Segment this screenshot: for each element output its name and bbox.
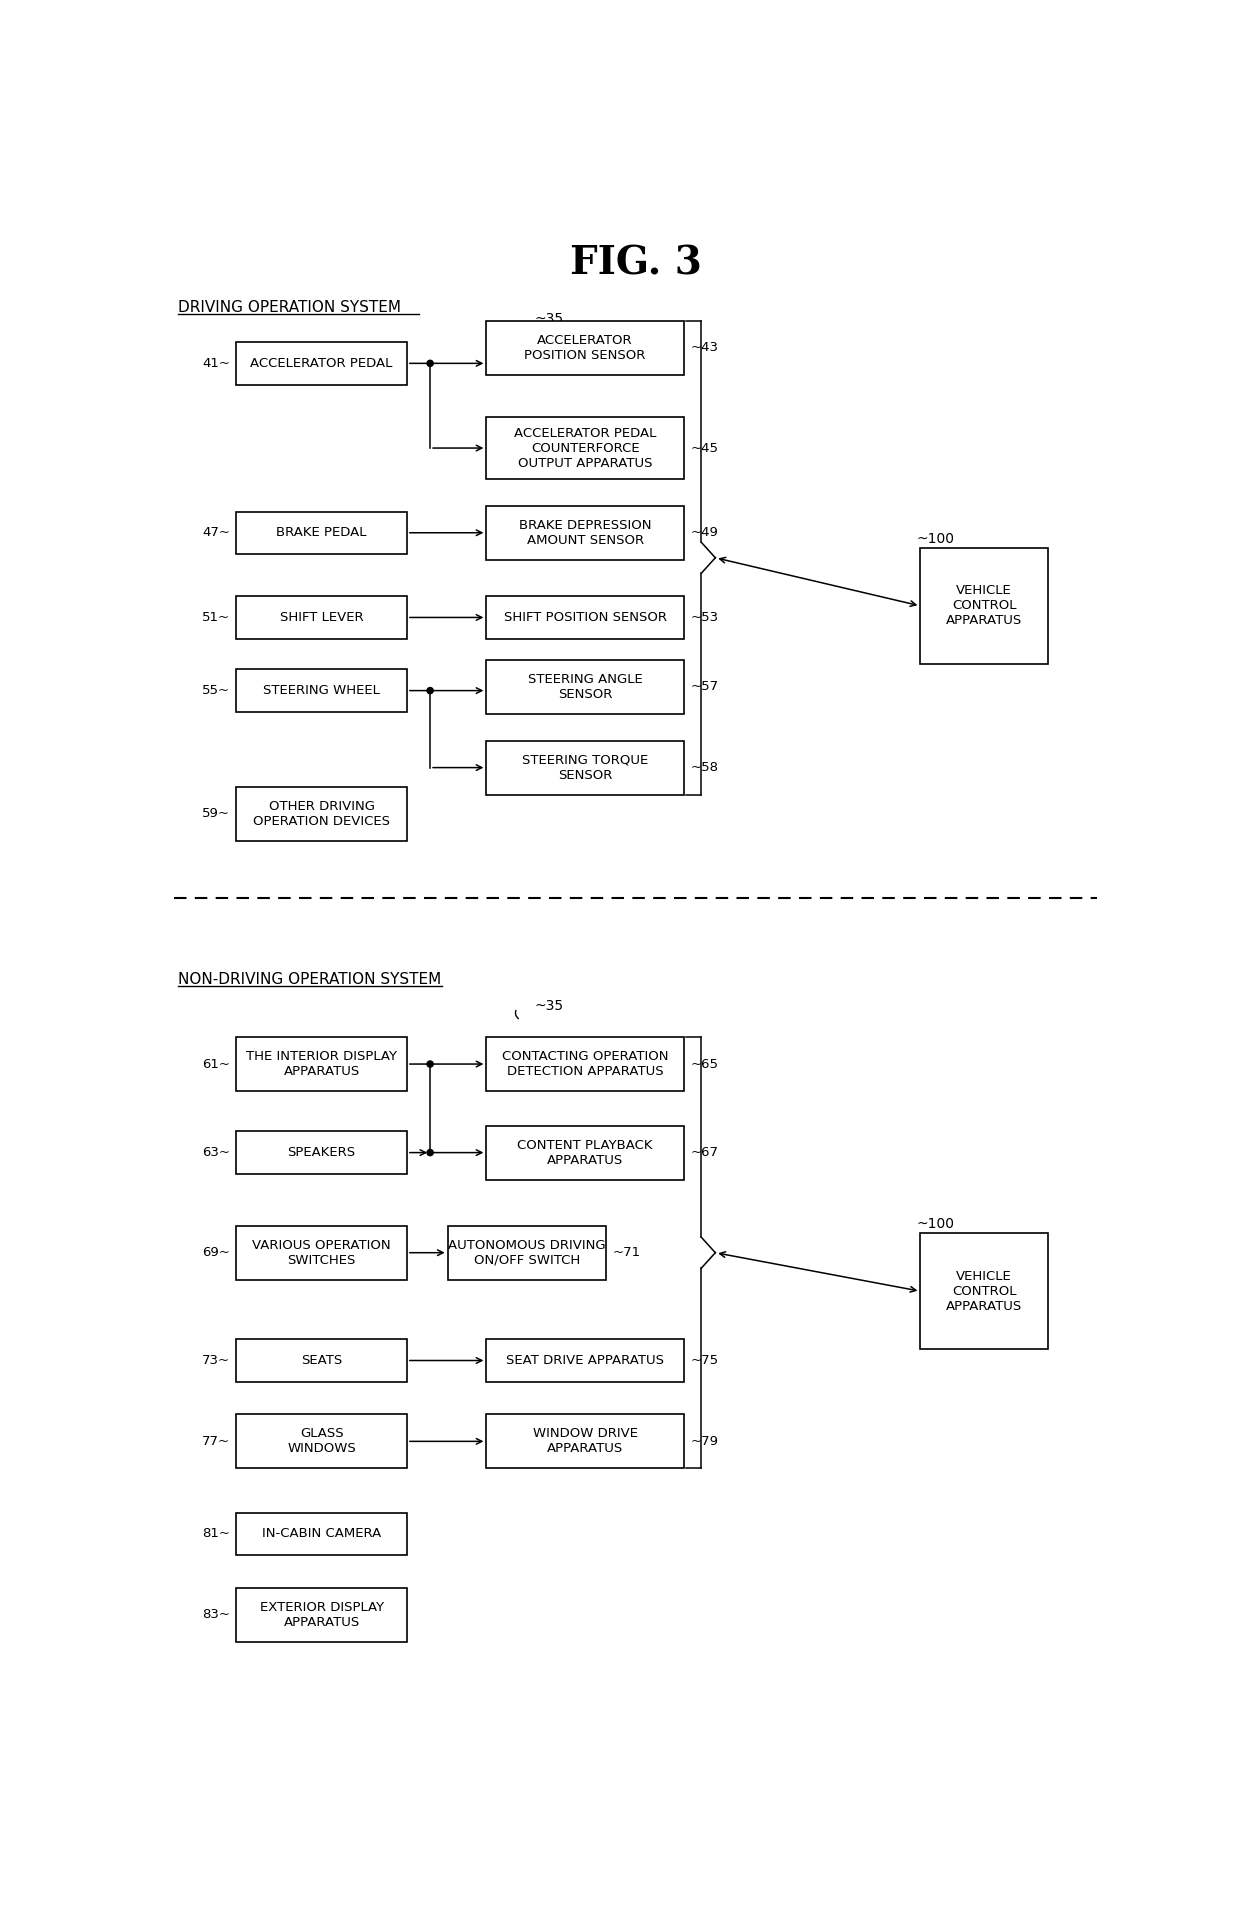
Bar [486, 1036, 684, 1092]
Text: ~100: ~100 [916, 1217, 955, 1231]
Bar [237, 1513, 407, 1554]
Text: 41~: 41~ [202, 356, 231, 370]
Text: ~43: ~43 [691, 341, 718, 354]
Text: ~57: ~57 [691, 680, 718, 693]
Bar [237, 596, 407, 638]
Text: DRIVING OPERATION SYSTEM: DRIVING OPERATION SYSTEM [179, 301, 402, 316]
Bar [237, 1587, 407, 1642]
Circle shape [427, 1061, 433, 1067]
Circle shape [427, 360, 433, 366]
Text: 47~: 47~ [202, 526, 231, 539]
Bar [486, 741, 684, 794]
Text: ~49: ~49 [691, 526, 718, 539]
Text: OTHER DRIVING
OPERATION DEVICES: OTHER DRIVING OPERATION DEVICES [253, 800, 391, 829]
Bar [237, 1339, 407, 1381]
Bar [486, 659, 684, 714]
Text: ~67: ~67 [691, 1147, 718, 1158]
Circle shape [427, 688, 433, 693]
Text: ~65: ~65 [691, 1057, 718, 1071]
Text: ACCELERATOR PEDAL
COUNTERFORCE
OUTPUT APPARATUS: ACCELERATOR PEDAL COUNTERFORCE OUTPUT AP… [513, 427, 656, 469]
Text: ~58: ~58 [691, 762, 718, 773]
Bar [237, 343, 407, 385]
Text: 81~: 81~ [202, 1528, 231, 1541]
Text: THE INTERIOR DISPLAY
APPARATUS: THE INTERIOR DISPLAY APPARATUS [246, 1050, 397, 1078]
Bar [920, 1233, 1048, 1349]
Text: 63~: 63~ [202, 1147, 231, 1158]
Bar [237, 1132, 407, 1173]
Text: ~100: ~100 [916, 531, 955, 547]
Circle shape [427, 1149, 433, 1156]
Text: NON-DRIVING OPERATION SYSTEM: NON-DRIVING OPERATION SYSTEM [179, 972, 441, 987]
Bar [237, 1225, 407, 1280]
Text: 83~: 83~ [202, 1608, 231, 1621]
Bar [486, 1339, 684, 1381]
Bar [486, 596, 684, 638]
Bar [237, 787, 407, 840]
Text: SHIFT LEVER: SHIFT LEVER [280, 612, 363, 625]
Text: ~71: ~71 [613, 1246, 641, 1259]
Text: STEERING ANGLE
SENSOR: STEERING ANGLE SENSOR [528, 672, 642, 701]
Text: ACCELERATOR PEDAL: ACCELERATOR PEDAL [250, 356, 393, 370]
Text: 55~: 55~ [202, 684, 231, 697]
Text: WINDOW DRIVE
APPARATUS: WINDOW DRIVE APPARATUS [533, 1427, 637, 1455]
Text: VEHICLE
CONTROL
APPARATUS: VEHICLE CONTROL APPARATUS [946, 1271, 1022, 1313]
Bar [237, 669, 407, 712]
Text: SEATS: SEATS [301, 1354, 342, 1368]
Text: ~79: ~79 [691, 1434, 718, 1448]
Text: 51~: 51~ [202, 612, 231, 625]
Bar [486, 322, 684, 375]
Text: GLASS
WINDOWS: GLASS WINDOWS [288, 1427, 356, 1455]
Text: FIG. 3: FIG. 3 [569, 244, 702, 282]
Text: SPEAKERS: SPEAKERS [288, 1147, 356, 1158]
Bar [486, 1126, 684, 1179]
Bar [486, 507, 684, 560]
Text: BRAKE PEDAL: BRAKE PEDAL [277, 526, 367, 539]
Bar [237, 1414, 407, 1469]
Text: SHIFT POSITION SENSOR: SHIFT POSITION SENSOR [503, 612, 667, 625]
Text: 69~: 69~ [202, 1246, 231, 1259]
Text: 61~: 61~ [202, 1057, 231, 1071]
Text: 77~: 77~ [202, 1434, 231, 1448]
Text: SEAT DRIVE APPARATUS: SEAT DRIVE APPARATUS [506, 1354, 665, 1368]
Bar [920, 549, 1048, 663]
Text: STEERING WHEEL: STEERING WHEEL [263, 684, 381, 697]
Text: IN-CABIN CAMERA: IN-CABIN CAMERA [262, 1528, 381, 1541]
Text: ~45: ~45 [691, 442, 718, 455]
Bar [486, 1414, 684, 1469]
Text: ~35: ~35 [534, 312, 564, 326]
Bar [237, 1036, 407, 1092]
Bar [448, 1225, 606, 1280]
Text: ~35: ~35 [534, 1000, 564, 1013]
Text: ACCELERATOR
POSITION SENSOR: ACCELERATOR POSITION SENSOR [525, 333, 646, 362]
Text: EXTERIOR DISPLAY
APPARATUS: EXTERIOR DISPLAY APPARATUS [259, 1600, 383, 1629]
Text: VARIOUS OPERATION
SWITCHES: VARIOUS OPERATION SWITCHES [252, 1238, 391, 1267]
Text: ~53: ~53 [691, 612, 718, 625]
Text: 59~: 59~ [202, 808, 231, 821]
Text: BRAKE DEPRESSION
AMOUNT SENSOR: BRAKE DEPRESSION AMOUNT SENSOR [518, 518, 651, 547]
Text: CONTENT PLAYBACK
APPARATUS: CONTENT PLAYBACK APPARATUS [517, 1139, 653, 1166]
Text: STEERING TORQUE
SENSOR: STEERING TORQUE SENSOR [522, 754, 649, 781]
Text: 73~: 73~ [202, 1354, 231, 1368]
Text: AUTONOMOUS DRIVING
ON/OFF SWITCH: AUTONOMOUS DRIVING ON/OFF SWITCH [448, 1238, 606, 1267]
Bar [237, 512, 407, 554]
Text: CONTACTING OPERATION
DETECTION APPARATUS: CONTACTING OPERATION DETECTION APPARATUS [502, 1050, 668, 1078]
Bar [486, 417, 684, 478]
Text: VEHICLE
CONTROL
APPARATUS: VEHICLE CONTROL APPARATUS [946, 585, 1022, 627]
Text: ~75: ~75 [691, 1354, 718, 1368]
